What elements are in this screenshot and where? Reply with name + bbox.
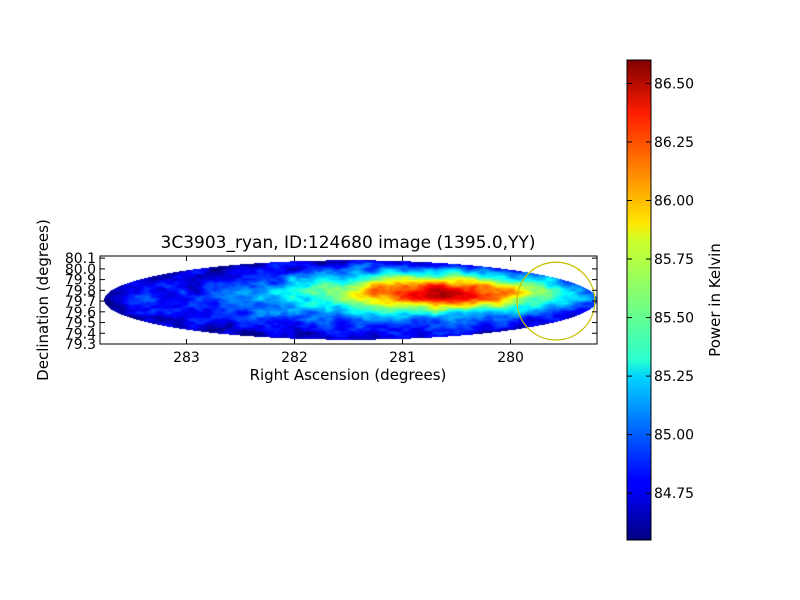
colorbar-ticks: 84.75 85.00 85.25 85.50 85.75 86.00 86.25 86.50 xyxy=(627,76,694,502)
y-tick-label: 79.7 xyxy=(65,294,96,310)
y-axis: 79.379.479.579.679.779.879.980.080.1 xyxy=(65,251,597,353)
colorbar-tick-label: 85.25 xyxy=(654,369,694,385)
x-tick-label: 280 xyxy=(497,350,524,366)
y-tick-label: 80.0 xyxy=(65,262,96,278)
plot-area xyxy=(100,256,597,344)
x-tick-label: 281 xyxy=(389,350,416,366)
y-tick-label: 79.6 xyxy=(65,305,96,321)
y-tick-label: 79.8 xyxy=(65,283,96,299)
colorbar-tick-label: 85.75 xyxy=(654,252,694,268)
x-tick-label: 282 xyxy=(281,350,308,366)
colorbar-tick-label: 84.75 xyxy=(654,486,694,502)
colorbar-tick-label: 86.50 xyxy=(654,76,694,92)
chart-title: 3C3903_ryan, ID:124680 image (1395.0,YY) xyxy=(161,233,536,253)
y-tick-label: 79.9 xyxy=(65,273,96,289)
colorbar-frame xyxy=(626,59,652,541)
x-axis-label: Right Ascension (degrees) xyxy=(250,366,447,384)
colorbar-tick-label: 85.00 xyxy=(654,428,694,444)
colorbar-tick-label: 86.25 xyxy=(654,135,694,151)
colorbar-tick-label: 85.50 xyxy=(654,311,694,327)
x-axis: 283 282 281 280 xyxy=(173,256,524,366)
y-axis-label: Declination (degrees) xyxy=(34,219,52,381)
y-tick-label: 79.3 xyxy=(65,337,96,353)
y-tick-label: 79.4 xyxy=(65,326,96,342)
colorbar-label: Power in Kelvin xyxy=(706,243,724,357)
x-tick-label: 283 xyxy=(173,350,200,366)
y-tick-label: 79.5 xyxy=(65,316,96,332)
plot-frame xyxy=(99,255,598,345)
y-tick-label: 80.1 xyxy=(65,251,96,267)
heatmap-image xyxy=(100,256,597,344)
colorbar-gradient xyxy=(627,60,651,540)
colorbar: 84.75 85.00 85.25 85.50 85.75 86.00 86.25 86.50… xyxy=(626,59,724,541)
colorbar-tick-label: 86.00 xyxy=(654,193,694,209)
